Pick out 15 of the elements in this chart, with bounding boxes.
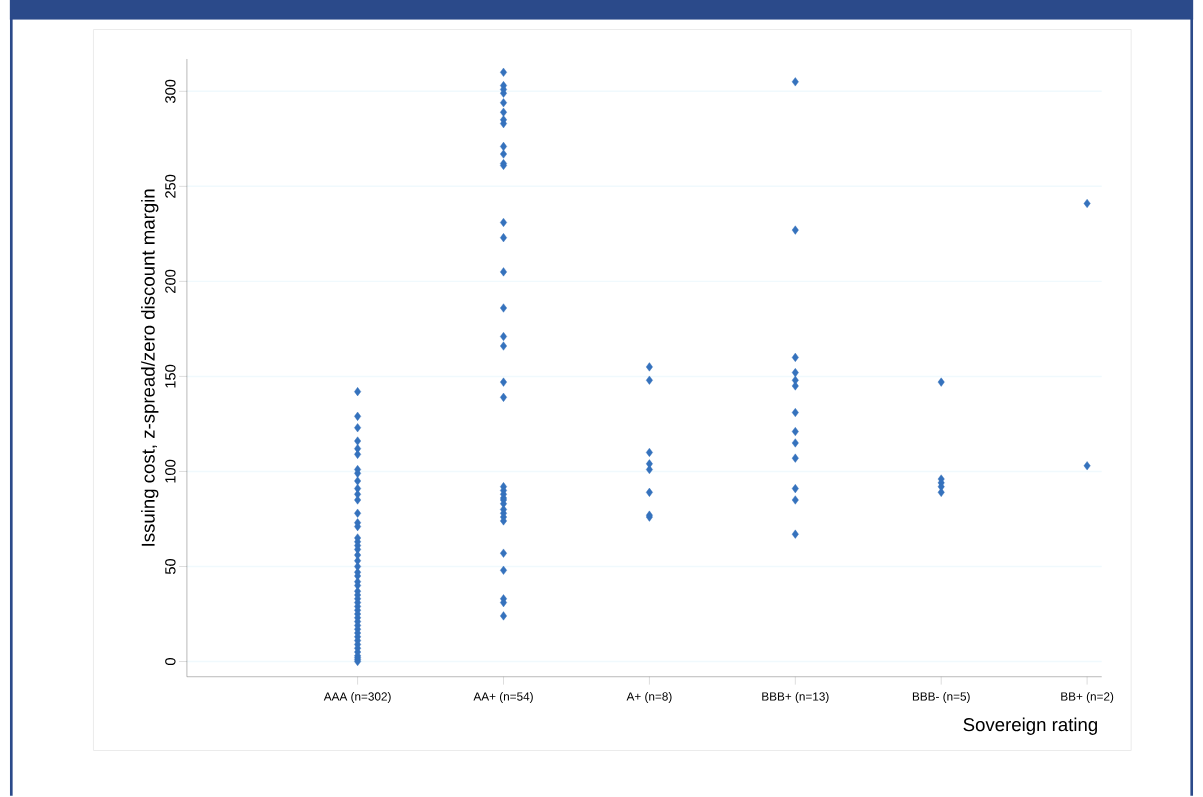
x-tick-label: AAA (n=302) [323, 691, 391, 703]
y-tick-label: 250 [165, 174, 176, 198]
y-tick-label: 0 [165, 657, 176, 665]
x-tick-label: BBB- (n=5) [912, 691, 970, 703]
y-tick-label: 50 [165, 558, 176, 574]
y-tick-label: 200 [165, 269, 176, 293]
x-axis-title: Sovereign rating [963, 717, 1097, 735]
x-tick-label: AA+ (n=54) [473, 691, 533, 703]
y-axis-title: Issuing cost, z-spread/zero discount margin [141, 189, 159, 546]
y-tick-label: 300 [165, 79, 176, 103]
x-tick-label: A+ (n=8) [626, 691, 672, 703]
x-tick-label: BB+ (n=2) [1061, 691, 1114, 703]
y-tick-label: 150 [165, 364, 176, 388]
y-tick-label: 100 [165, 459, 176, 483]
x-tick-label: BBB+ (n=13) [762, 691, 829, 703]
